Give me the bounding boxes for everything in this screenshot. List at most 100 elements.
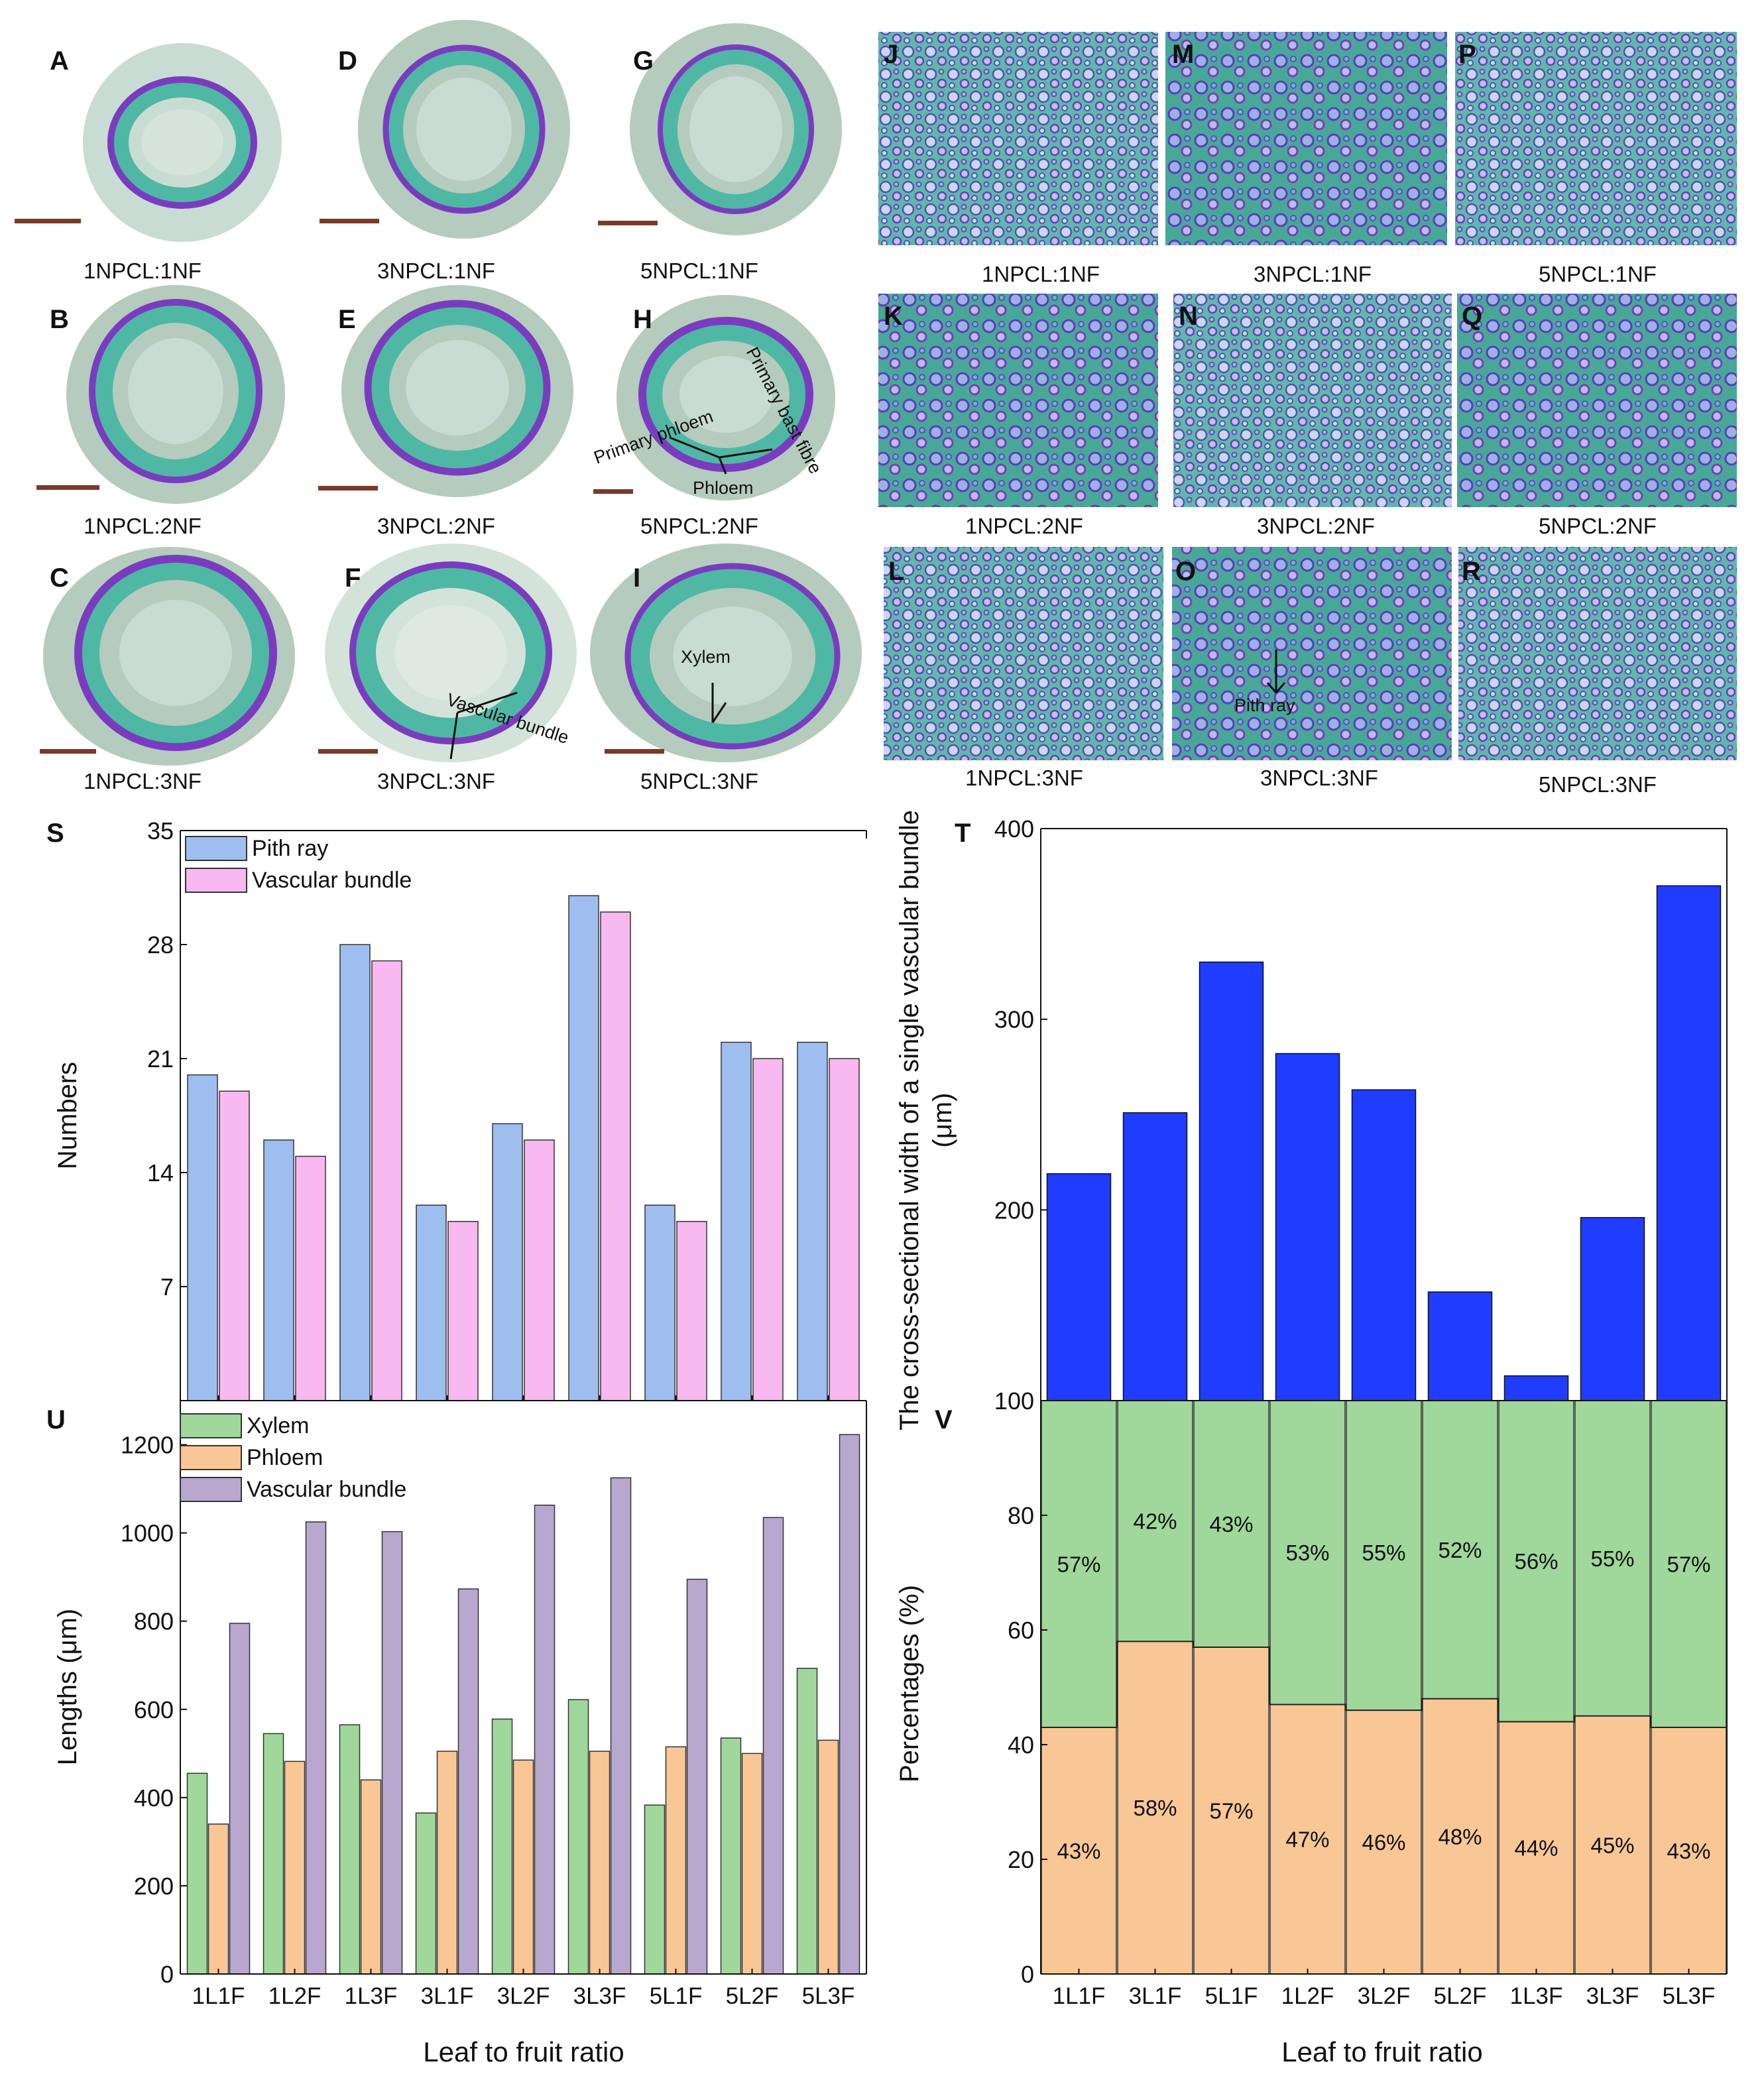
scale-bar bbox=[15, 219, 81, 223]
bar-vascular-bundle-1l2f bbox=[305, 1521, 327, 1975]
bar-vascular-bundle-5l1f bbox=[686, 1578, 708, 1975]
stem-section-letters: A D G B E H C F I bbox=[50, 46, 654, 593]
caption-o: 3NPCL:3NF bbox=[1260, 766, 1378, 790]
bar-vascular-bundle-3l2f bbox=[534, 1504, 556, 1975]
caption-a: 1NPCL:1NF bbox=[84, 259, 202, 283]
bar-vascular-bundle-3l2f bbox=[524, 1139, 555, 1401]
pith bbox=[128, 338, 223, 444]
bar-vascular-bundle-3l3f bbox=[610, 1477, 632, 1975]
closeup-p bbox=[1455, 32, 1737, 245]
bar-xylem-3l2f bbox=[1346, 1400, 1422, 1711]
stem-section-h: Primary phloem Primary bast fibre Phloem bbox=[591, 295, 835, 500]
bar-xylem-5l3f bbox=[796, 1668, 818, 1975]
phloem-boundary-line bbox=[1041, 1641, 1727, 1729]
panel-letter-m: M bbox=[1172, 40, 1194, 69]
y-tick-label: 40 bbox=[1008, 1731, 1034, 1759]
y-tick-label: 14 bbox=[147, 1159, 174, 1187]
scale-bar bbox=[318, 749, 378, 754]
panel-letter-q: Q bbox=[1462, 302, 1482, 331]
pith bbox=[689, 76, 782, 182]
data-label-xylem: 56% bbox=[1514, 1549, 1558, 1574]
pith bbox=[673, 607, 792, 706]
x-tick-label: 3L1F bbox=[1129, 1983, 1182, 2009]
bar-phloem-5l1f bbox=[665, 1746, 687, 1975]
caption-j: 1NPCL:1NF bbox=[982, 262, 1100, 286]
y-tick-label: 80 bbox=[1008, 1502, 1034, 1529]
caption-b: 1NPCL:2NF bbox=[84, 514, 202, 538]
phloem-ring bbox=[658, 44, 814, 214]
legend-label: Phloem bbox=[247, 1445, 323, 1470]
panel-letter-v: V bbox=[935, 1405, 953, 1434]
closeup-m bbox=[1165, 32, 1447, 245]
scale-bar bbox=[598, 221, 658, 225]
phloem-ring bbox=[107, 76, 257, 209]
x-tick-label: 3L3F bbox=[1586, 1983, 1639, 2009]
label-xylem: Xylem bbox=[681, 647, 731, 667]
data-label-xylem: 57% bbox=[1667, 1552, 1710, 1577]
bar-phloem-3l1f bbox=[1117, 1641, 1193, 1975]
bar-phloem-1l3f bbox=[360, 1779, 382, 1975]
closeup-r bbox=[1458, 547, 1737, 760]
bar-vascular-bundle-5l3f bbox=[829, 1058, 860, 1401]
bar-vascular-bundle-1l3f bbox=[371, 960, 402, 1401]
data-label-phloem: 46% bbox=[1362, 1830, 1405, 1855]
panel-letter-p: P bbox=[1458, 40, 1476, 69]
x-tick-label: 1L1F bbox=[192, 1983, 245, 2009]
bar-phloem-3l3f bbox=[1574, 1715, 1651, 1975]
scale-bar bbox=[318, 486, 378, 491]
y-tick-label: 21 bbox=[147, 1045, 174, 1073]
bar-phloem-5l1f bbox=[1193, 1647, 1269, 1975]
phloem-ring bbox=[349, 561, 552, 744]
bar-vascular-bundle-3l1f bbox=[447, 1220, 479, 1401]
stem-section-a bbox=[15, 43, 282, 242]
panel-letter-n: N bbox=[1179, 302, 1198, 331]
data-label-xylem: 53% bbox=[1285, 1540, 1329, 1565]
y-tick-label: 35 bbox=[147, 817, 174, 844]
bar-phloem-1l1f bbox=[207, 1824, 229, 1975]
panel-letter-f: F bbox=[345, 563, 361, 593]
bar-xylem-1l3f bbox=[339, 1724, 361, 1975]
phloem-ring bbox=[624, 563, 841, 750]
pith bbox=[416, 78, 512, 181]
y-axis-label-line-1: The cross-sectional width of a single va… bbox=[895, 810, 924, 1430]
y-axis-label-line-2: (μm) bbox=[928, 1092, 957, 1147]
closeup-panels: Pith ray J M P K N Q L O R 1NPCL:1NF 3NP… bbox=[878, 32, 1737, 797]
bar-phloem-1l3f bbox=[1498, 1721, 1574, 1975]
data-label-phloem: 45% bbox=[1590, 1833, 1634, 1857]
bar-pith-ray-5l1f bbox=[644, 1204, 676, 1401]
bar-phloem-5l2f bbox=[741, 1753, 763, 1975]
y-tick-label: 7 bbox=[160, 1273, 174, 1301]
bar-vascular-bundle-1l2f bbox=[295, 1155, 326, 1401]
bar-vascular-bundle-5l2f bbox=[752, 1058, 784, 1401]
caption-k: 1NPCL:2NF bbox=[965, 514, 1083, 538]
panel-letter-t: T bbox=[955, 819, 970, 848]
xylem-ring bbox=[662, 48, 810, 210]
annotation-arrow-o bbox=[1266, 650, 1286, 693]
annotation-arrows-f bbox=[449, 691, 518, 760]
legend-label: Vascular bundle bbox=[252, 868, 412, 893]
y-tick-label: 0 bbox=[160, 1961, 174, 1988]
closeup-n bbox=[1173, 294, 1452, 507]
bar-vascular-bundle-5l3f bbox=[839, 1434, 860, 1975]
legend-swatch bbox=[180, 1477, 242, 1502]
bar-phloem-3l2f bbox=[1346, 1710, 1422, 1975]
y-axis-label: Percentages (%) bbox=[895, 1585, 924, 1782]
pith bbox=[679, 356, 772, 433]
x-tick-label: 1L3F bbox=[345, 1983, 398, 2009]
bar-vascular-bundle-1l1f bbox=[229, 1623, 251, 1975]
x-tick-label: 3L1F bbox=[421, 1983, 474, 2009]
bar-xylem-5l2f bbox=[720, 1737, 742, 1975]
data-label-phloem: 43% bbox=[1667, 1839, 1710, 1863]
panel-letter-c: C bbox=[50, 563, 69, 593]
bar-width-1l2f bbox=[1275, 1053, 1340, 1401]
stem-section-i: Xylem bbox=[590, 544, 862, 762]
bar-width-1l3f bbox=[1503, 1375, 1569, 1401]
xylem-ring bbox=[93, 303, 259, 479]
panel-letter-j: J bbox=[884, 40, 898, 69]
bar-pith-ray-3l1f bbox=[416, 1204, 447, 1401]
closeup-k bbox=[878, 294, 1158, 507]
xylem-ring bbox=[353, 565, 548, 740]
bar-width-5l1f bbox=[1199, 961, 1264, 1401]
legend-swatch bbox=[185, 836, 247, 861]
